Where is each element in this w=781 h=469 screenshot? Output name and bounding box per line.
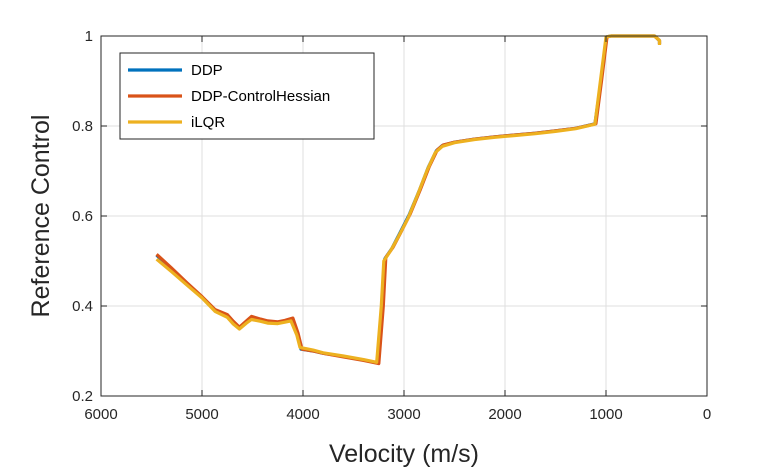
y-tick-label: 0.8: [72, 118, 93, 135]
legend-label: iLQR: [191, 114, 225, 131]
legend-label: DDP-ControlHessian: [191, 88, 330, 105]
x-tick-label: 1000: [589, 406, 622, 423]
y-axis-title: Reference Control: [27, 115, 55, 318]
x-axis-ticks: 6000 5000 4000 3000 2000 1000 0: [84, 36, 711, 423]
y-tick-label: 0.6: [72, 208, 93, 225]
series-line-3: [155, 34, 662, 364]
legend: DDP DDP-ControlHessian iLQR: [119, 52, 375, 140]
x-tick-label: 3000: [387, 406, 420, 423]
y-tick-label: 0.2: [72, 388, 93, 405]
plot-lines: [155, 34, 662, 366]
x-tick-label: 0: [703, 406, 711, 423]
y-tick-label: 1: [85, 28, 93, 45]
x-tick-label: 5000: [185, 406, 218, 423]
x-tick-label: 6000: [84, 406, 117, 423]
x-tick-label: 2000: [488, 406, 521, 423]
x-axis-title: Velocity (m/s): [329, 440, 479, 468]
legend-label: DDP: [191, 62, 223, 79]
y-tick-label: 0.4: [72, 298, 93, 315]
y-axis-ticks: 0.2 0.4 0.6 0.8 1: [72, 28, 707, 405]
x-tick-label: 4000: [286, 406, 319, 423]
